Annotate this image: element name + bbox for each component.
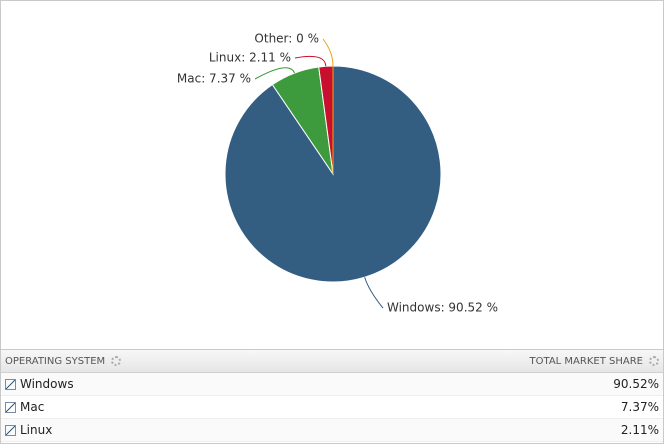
os-cell: Linux (5, 423, 52, 437)
gear-icon[interactable] (649, 355, 659, 366)
pie-chart: Windows: 90.52 % Mac: 7.37 % Linux: 2.11 %… (177, 32, 498, 315)
chart-icon[interactable] (5, 425, 16, 436)
leader-line (322, 38, 334, 67)
table: OPERATING SYSTEM TOTAL MARKET SHARE Wind… (1, 349, 663, 442)
chart-icon[interactable] (5, 379, 16, 390)
os-name: Mac (20, 400, 45, 414)
share-value: 7.37% (620, 400, 659, 414)
header-cell[interactable]: OPERATING SYSTEM (5, 355, 122, 367)
leader-line (294, 55, 327, 67)
table-body: Windows 90.52% Mac 7.37% Linux 2.11% (1, 373, 663, 442)
os-cell: Windows (5, 377, 74, 391)
chart-icon[interactable] (5, 402, 16, 413)
leader-line (254, 67, 296, 80)
share-value: 90.52% (613, 377, 659, 391)
table-row[interactable]: Windows 90.52% (1, 373, 663, 396)
header-cell[interactable]: TOTAL MARKET SHARE (529, 355, 659, 367)
os-name: Windows (20, 377, 74, 391)
slice-label: Mac: 7.37 % (177, 72, 251, 86)
table-header: OPERATING SYSTEM TOTAL MARKET SHARE (1, 350, 663, 373)
share-value: 2.11% (620, 423, 659, 437)
slice-label: Windows: 90.52 % (387, 301, 498, 315)
os-name: Linux (20, 423, 53, 437)
leader-line (364, 277, 384, 309)
header-text: TOTAL MARKET SHARE (529, 355, 643, 367)
header-text: OPERATING SYSTEM (5, 355, 106, 367)
slice-label: Other: 0 % (254, 32, 319, 46)
os-cell: Mac (5, 400, 44, 414)
slice-label: Linux: 2.11 % (209, 51, 291, 65)
table-row[interactable]: Mac 7.37% (1, 396, 663, 419)
gear-icon[interactable] (111, 355, 122, 366)
table-row[interactable]: Linux 2.11% (1, 419, 663, 442)
